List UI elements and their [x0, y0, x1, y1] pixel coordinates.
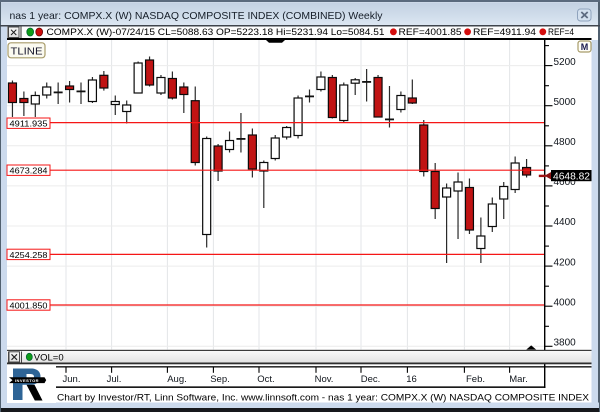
svg-text:5200: 5200	[554, 57, 577, 68]
svg-text:4400: 4400	[554, 217, 577, 228]
svg-text:nas 1 year: COMPX.X (W) NASDAQ: nas 1 year: COMPX.X (W) NASDAQ COMPOSITE…	[10, 10, 384, 22]
svg-text:4911.935: 4911.935	[10, 119, 48, 129]
svg-text:3800: 3800	[554, 338, 577, 349]
svg-text:Dec.: Dec.	[361, 374, 381, 385]
svg-text:Mar.: Mar.	[509, 374, 527, 385]
svg-text:Nov.: Nov.	[315, 374, 334, 385]
svg-text:Jun.: Jun.	[63, 374, 81, 385]
svg-text:4800: 4800	[554, 137, 577, 148]
svg-text:4254.258: 4254.258	[10, 250, 48, 260]
svg-text:REF=4: REF=4	[548, 27, 574, 38]
svg-text:4001.850: 4001.850	[10, 300, 48, 310]
svg-text:4000: 4000	[554, 297, 577, 308]
svg-text:4648.82: 4648.82	[553, 171, 590, 182]
svg-text:4673.284: 4673.284	[10, 166, 48, 176]
svg-text:16: 16	[406, 374, 417, 385]
svg-text:4600: 4600	[554, 177, 577, 188]
svg-text:Jul.: Jul.	[107, 374, 122, 385]
svg-text:REF=4911.94: REF=4911.94	[473, 27, 536, 38]
svg-text:Oct.: Oct.	[257, 374, 274, 385]
svg-text:M: M	[581, 42, 589, 52]
svg-text:TLINE: TLINE	[11, 46, 43, 57]
svg-text:5000: 5000	[554, 97, 577, 108]
svg-text:REF=4001.85: REF=4001.85	[399, 27, 462, 38]
svg-text:Aug.: Aug.	[167, 374, 187, 385]
svg-text:Feb.: Feb.	[466, 374, 485, 385]
svg-text:VOL=0: VOL=0	[34, 352, 64, 363]
svg-text:COMPX.X (W)-07/24/15 CL=5088.6: COMPX.X (W)-07/24/15 CL=5088.63 OP=5223.…	[47, 27, 385, 38]
svg-text:INVESTOR: INVESTOR	[15, 378, 39, 383]
svg-text:4200: 4200	[554, 257, 577, 268]
svg-text:Sep.: Sep.	[210, 374, 230, 385]
svg-text:Chart by Investor/RT, Linn Sof: Chart by Investor/RT, Linn Software, Inc…	[57, 393, 590, 404]
